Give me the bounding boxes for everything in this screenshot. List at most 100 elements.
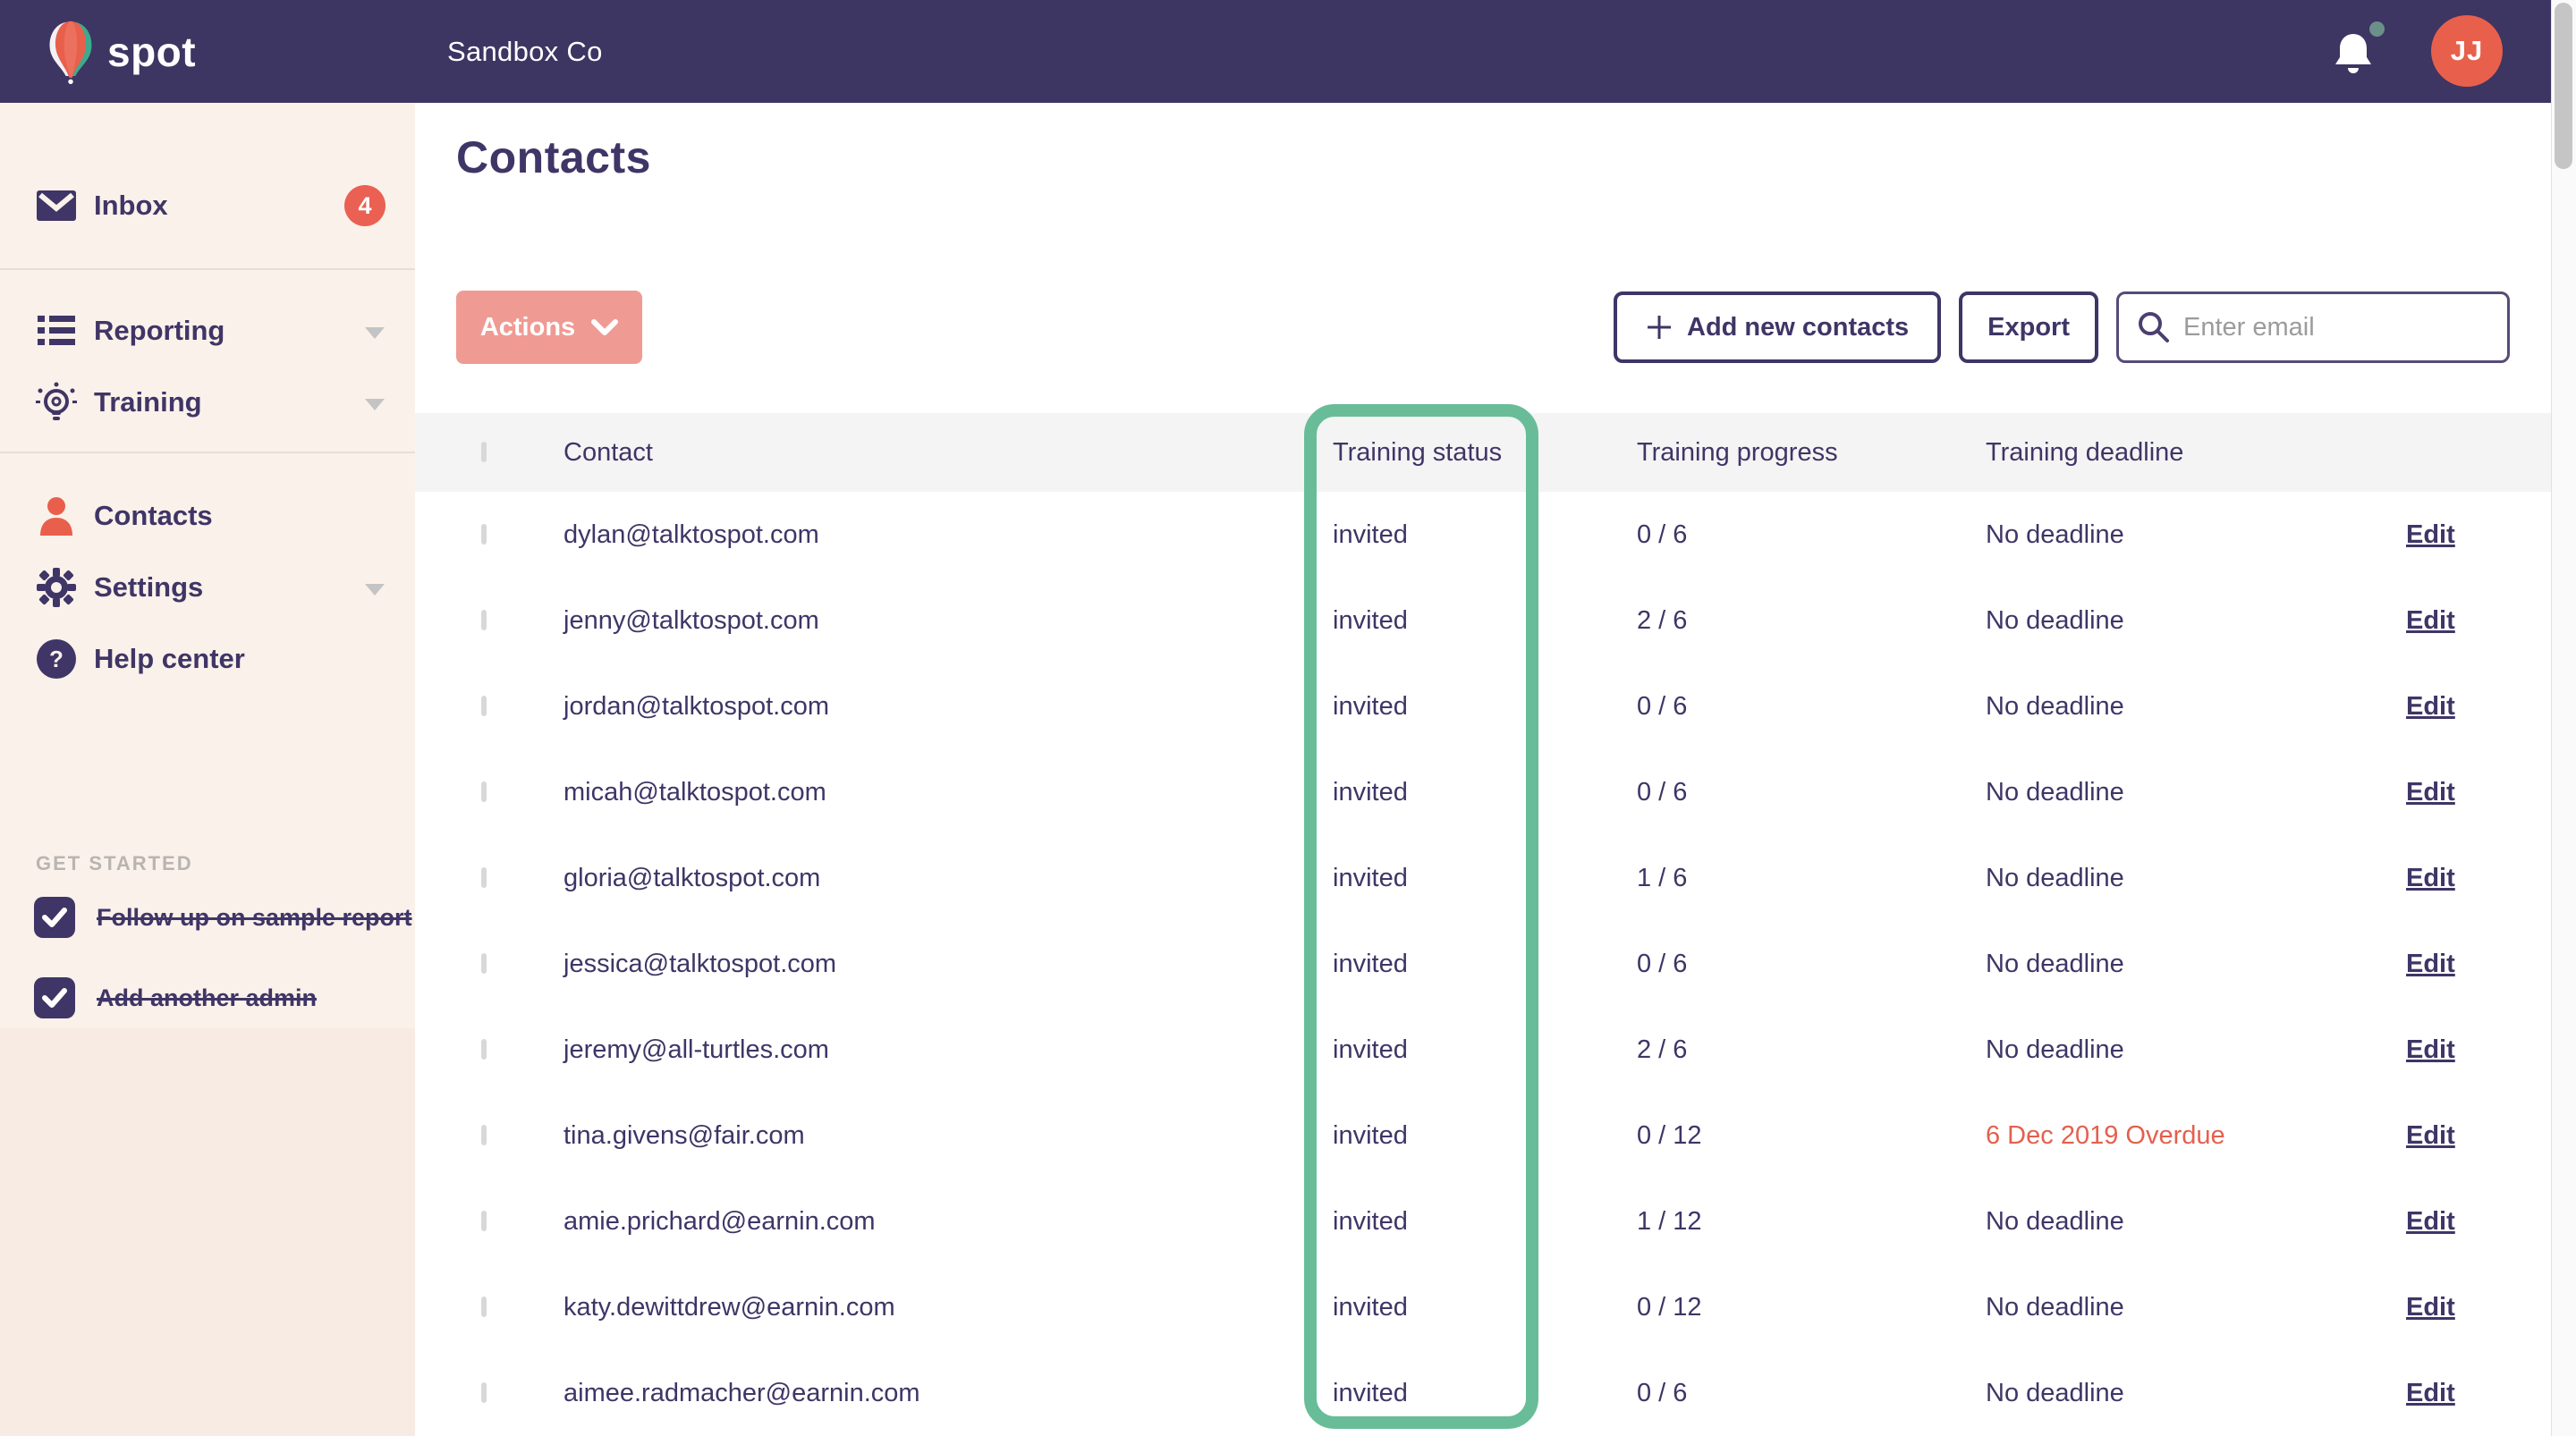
- sidebar-item-label: Reporting: [94, 315, 225, 346]
- column-header-training-status: Training status: [1333, 437, 1503, 467]
- sidebar-item-reporting[interactable]: Reporting: [0, 304, 415, 358]
- training-status: invited: [1333, 1120, 1408, 1150]
- sidebar-item-settings[interactable]: Settings: [0, 561, 415, 614]
- column-header-contact: Contact: [564, 437, 653, 467]
- page-title: Contacts: [456, 132, 651, 182]
- sidebar-item-inbox[interactable]: Inbox 4: [0, 179, 415, 232]
- inbox-badge: 4: [344, 185, 386, 226]
- search-input[interactable]: [2183, 294, 2507, 360]
- user-avatar[interactable]: JJ: [2431, 15, 2503, 87]
- select-all-checkbox[interactable]: [481, 442, 487, 462]
- task-label: Add another admin: [97, 984, 318, 1011]
- training-progress: 0 / 6: [1637, 519, 1688, 549]
- actions-button-label: Actions: [479, 312, 576, 342]
- get-started-task[interactable]: Add another admin: [34, 977, 317, 1018]
- training-status: invited: [1333, 1378, 1408, 1407]
- bell-icon: [2335, 34, 2371, 73]
- get-started-heading: GET STARTED: [36, 852, 193, 874]
- training-progress: 2 / 6: [1637, 605, 1688, 635]
- contact-email: tina.givens@fair.com: [564, 1120, 805, 1150]
- training-status: invited: [1333, 1035, 1408, 1064]
- actions-button[interactable]: Actions: [456, 291, 642, 364]
- contacts-table: Contact Training status Training progres…: [415, 413, 2551, 1436]
- training-deadline: No deadline: [1986, 691, 2124, 721]
- row-checkbox[interactable]: [481, 1211, 487, 1231]
- training-deadline: 6 Dec 2019 Overdue: [1986, 1120, 2225, 1150]
- contact-email: gloria@talktospot.com: [564, 863, 821, 892]
- training-deadline: No deadline: [1986, 519, 2124, 549]
- export-label: Export: [1987, 312, 2070, 342]
- edit-link[interactable]: Edit: [2406, 949, 2455, 978]
- checkbox-checked-icon[interactable]: [34, 897, 75, 938]
- row-checkbox[interactable]: [481, 1039, 487, 1060]
- table-row: jenny@talktospot.com invited 2 / 6 No de…: [415, 578, 2551, 663]
- edit-link[interactable]: Edit: [2406, 777, 2455, 807]
- edit-link[interactable]: Edit: [2406, 691, 2455, 721]
- checkbox-checked-icon[interactable]: [34, 977, 75, 1018]
- training-deadline: No deadline: [1986, 605, 2124, 635]
- edit-link[interactable]: Edit: [2406, 605, 2455, 635]
- training-deadline: No deadline: [1986, 1378, 2124, 1407]
- sidebar-item-help-center[interactable]: ? Help center: [0, 632, 415, 686]
- scrollbar-thumb[interactable]: [2555, 3, 2572, 169]
- training-status: invited: [1333, 1206, 1408, 1236]
- row-checkbox[interactable]: [481, 1125, 487, 1145]
- contact-email: jeremy@all-turtles.com: [564, 1035, 829, 1064]
- edit-link[interactable]: Edit: [2406, 1292, 2455, 1322]
- sidebar-divider: [0, 268, 415, 270]
- row-checkbox[interactable]: [481, 1382, 487, 1403]
- plus-icon: [1648, 316, 1671, 339]
- table-row: aimee.radmacher@earnin.com invited 0 / 6…: [415, 1350, 2551, 1436]
- edit-link[interactable]: Edit: [2406, 1120, 2455, 1150]
- training-progress: 1 / 12: [1637, 1206, 1702, 1236]
- row-checkbox[interactable]: [481, 610, 487, 630]
- edit-link[interactable]: Edit: [2406, 519, 2455, 549]
- row-checkbox[interactable]: [481, 867, 487, 888]
- brand-name: spot: [107, 28, 197, 75]
- row-checkbox[interactable]: [481, 953, 487, 974]
- training-status: invited: [1333, 1292, 1408, 1322]
- column-header-training-deadline: Training deadline: [1986, 437, 2184, 467]
- training-deadline: No deadline: [1986, 949, 2124, 978]
- sidebar-item-label: Training: [94, 386, 202, 418]
- edit-link[interactable]: Edit: [2406, 1378, 2455, 1407]
- training-progress: 0 / 12: [1637, 1292, 1702, 1322]
- export-button[interactable]: Export: [1959, 291, 2098, 363]
- edit-link[interactable]: Edit: [2406, 863, 2455, 892]
- contact-email: jordan@talktospot.com: [564, 691, 830, 721]
- company-name: Sandbox Co: [447, 35, 603, 67]
- edit-link[interactable]: Edit: [2406, 1206, 2455, 1236]
- table-row: tina.givens@fair.com invited 0 / 12 6 De…: [415, 1093, 2551, 1178]
- task-label: Follow up on sample report: [97, 904, 412, 931]
- notification-dot: [2369, 21, 2385, 37]
- sidebar-item-label: Settings: [94, 571, 204, 603]
- training-deadline: No deadline: [1986, 777, 2124, 807]
- edit-link[interactable]: Edit: [2406, 1035, 2455, 1064]
- sidebar-item-contacts[interactable]: Contacts: [0, 489, 415, 543]
- table-header-row: Contact Training status Training progres…: [415, 413, 2551, 492]
- inbox-envelope-icon: [36, 190, 77, 222]
- get-started-task[interactable]: Follow up on sample report: [34, 897, 412, 938]
- row-checkbox[interactable]: [481, 524, 487, 545]
- search-box: [2116, 291, 2510, 363]
- row-checkbox[interactable]: [481, 781, 487, 802]
- training-lightbulb-icon: [36, 382, 77, 423]
- training-deadline: No deadline: [1986, 1035, 2124, 1064]
- training-status: invited: [1333, 863, 1408, 892]
- page-scrollbar[interactable]: [2551, 0, 2576, 1436]
- chevron-down-icon: [365, 327, 385, 339]
- add-new-contacts-button[interactable]: Add new contacts: [1614, 291, 1942, 363]
- row-checkbox[interactable]: [481, 696, 487, 716]
- top-bar: spot Sandbox Co JJ: [0, 0, 2551, 103]
- training-status: invited: [1333, 777, 1408, 807]
- training-progress: 2 / 6: [1637, 1035, 1688, 1064]
- training-status: invited: [1333, 519, 1408, 549]
- add-new-contacts-label: Add new contacts: [1687, 312, 1910, 342]
- help-question-icon: ?: [36, 639, 77, 679]
- gear-icon: [36, 568, 77, 607]
- spot-logo[interactable]: spot: [47, 0, 196, 103]
- row-checkbox[interactable]: [481, 1297, 487, 1317]
- notifications-button[interactable]: [2333, 21, 2386, 77]
- contact-email: amie.prichard@earnin.com: [564, 1206, 876, 1236]
- sidebar-item-training[interactable]: Training: [0, 376, 415, 429]
